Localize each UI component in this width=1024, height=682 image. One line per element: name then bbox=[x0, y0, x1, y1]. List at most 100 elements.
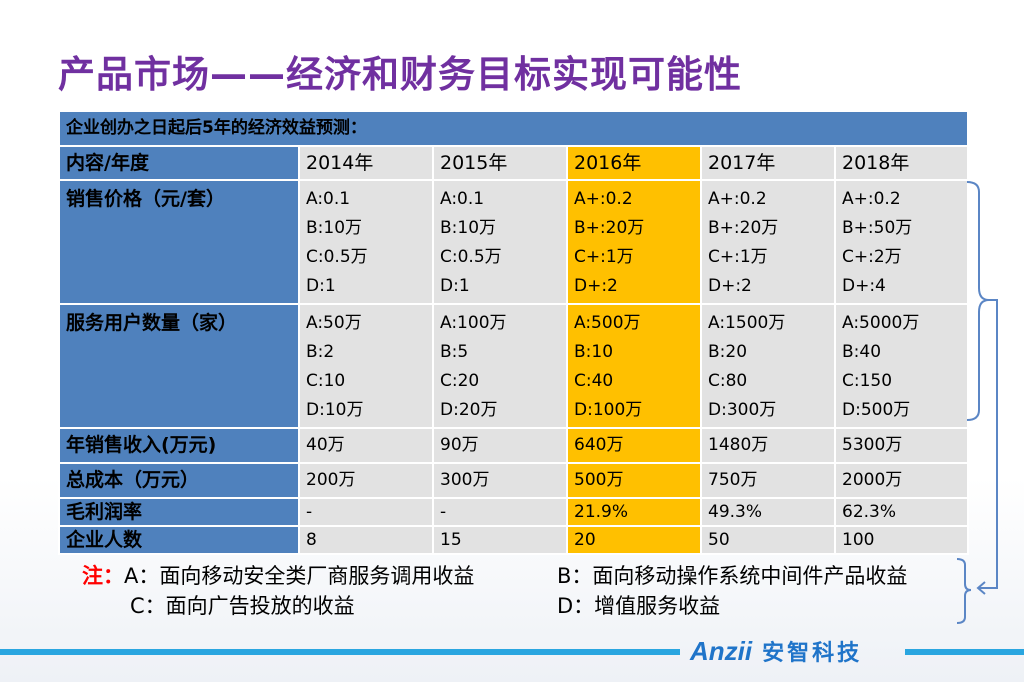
revenue-cell: 5300万 bbox=[833, 427, 970, 464]
year-cell: 2015年 bbox=[432, 145, 568, 181]
table-caption: 企业创办之日起后5年的经济效益预测： bbox=[57, 110, 970, 147]
price-line: B+:50万 bbox=[842, 218, 913, 238]
users-line: A:100万 bbox=[440, 313, 507, 333]
users-line: B:10 bbox=[574, 342, 614, 362]
row-label-revenue: 年销售收入(万元) bbox=[58, 427, 300, 464]
cost-cell: 300万 bbox=[432, 462, 568, 499]
note-b: B：面向移动操作系统中间件产品收益 bbox=[557, 564, 908, 588]
price-line: C+:2万 bbox=[842, 247, 902, 267]
users-line: C:20 bbox=[440, 371, 480, 391]
footer-bar-left bbox=[0, 649, 680, 655]
curly-brace-icon bbox=[966, 181, 998, 595]
users-line: D:500万 bbox=[842, 400, 911, 420]
price-line: B:10万 bbox=[306, 218, 363, 238]
price-cell: A+:0.2 B+:50万 C+:2万 D+:4 bbox=[833, 179, 970, 305]
users-line: D:300万 bbox=[708, 400, 777, 420]
users-cell-highlighted: A:500万 B:10 C:40 D:100万 bbox=[566, 303, 702, 429]
users-line: A:50万 bbox=[306, 313, 362, 333]
table-caption-row: 企业创办之日起后5年的经济效益预测： bbox=[57, 110, 970, 147]
brand-logo: Anzii 安智科技 bbox=[690, 635, 862, 667]
users-line: B:2 bbox=[306, 342, 335, 362]
table-row-revenue: 年销售收入(万元) 40万 90万 640万 1480万 5300万 bbox=[58, 427, 970, 464]
users-cell: A:50万 B:2 C:10 D:10万 bbox=[298, 303, 434, 429]
row-label-price: 销售价格（元/套） bbox=[58, 179, 300, 305]
row-label-gross-margin: 毛利润率 bbox=[58, 497, 300, 527]
price-line: D:1 bbox=[306, 276, 336, 296]
notes-brace-icon bbox=[956, 558, 972, 624]
gross-margin-cell-highlighted: 21.9% bbox=[566, 497, 702, 527]
note-a: A：面向移动安全类厂商服务调用收益 bbox=[124, 564, 475, 588]
year-cell: 2018年 bbox=[833, 145, 970, 181]
users-line: D:10万 bbox=[306, 400, 364, 420]
cost-cell: 200万 bbox=[298, 462, 434, 499]
price-line: D:1 bbox=[440, 276, 470, 296]
users-cell: A:5000万 B:40 C:150 D:500万 bbox=[833, 303, 970, 429]
users-cell: A:1500万 B:20 C:80 D:300万 bbox=[700, 303, 836, 429]
headcount-cell: 50 bbox=[700, 525, 836, 555]
notes-section: 注：A：面向移动安全类厂商服务调用收益 B：面向移动操作系统中间件产品收益 C：… bbox=[82, 560, 907, 620]
price-line: A+:0.2 bbox=[708, 189, 767, 209]
price-line: B+:20万 bbox=[574, 218, 645, 238]
users-cell: A:100万 B:5 C:20 D:20万 bbox=[432, 303, 568, 429]
headcount-cell: 100 bbox=[833, 525, 970, 555]
price-line: D+:2 bbox=[708, 276, 752, 296]
price-line: A:0.1 bbox=[306, 189, 351, 209]
cost-cell: 2000万 bbox=[833, 462, 970, 499]
price-cell: A:0.1 B:10万 C:0.5万 D:1 bbox=[432, 179, 568, 305]
year-cell: 2017年 bbox=[700, 145, 836, 181]
users-line: D:20万 bbox=[440, 400, 498, 420]
gross-margin-cell: - bbox=[298, 497, 434, 527]
headcount-cell: 8 bbox=[298, 525, 434, 555]
price-line: D+:2 bbox=[574, 276, 618, 296]
price-line: A:0.1 bbox=[440, 189, 485, 209]
notes-label: 注： bbox=[82, 564, 124, 588]
year-cell: 2014年 bbox=[298, 145, 434, 181]
gross-margin-cell: 49.3% bbox=[700, 497, 836, 527]
users-line: B:5 bbox=[440, 342, 469, 362]
price-line: C:0.5万 bbox=[306, 247, 368, 267]
price-line: A+:0.2 bbox=[842, 189, 901, 209]
headcount-cell-highlighted: 20 bbox=[566, 525, 702, 555]
price-line: C:0.5万 bbox=[440, 247, 502, 267]
users-line: C:150 bbox=[842, 371, 893, 391]
users-line: C:10 bbox=[306, 371, 346, 391]
footer-bar bbox=[0, 649, 1024, 655]
table-row-gross-margin: 毛利润率 - - 21.9% 49.3% 62.3% bbox=[58, 497, 970, 527]
notes-row: 注：A：面向移动安全类厂商服务调用收益 B：面向移动操作系统中间件产品收益 bbox=[82, 560, 907, 590]
users-line: B:40 bbox=[842, 342, 882, 362]
revenue-cell: 90万 bbox=[432, 427, 568, 464]
footer-bar-right bbox=[905, 649, 1024, 655]
forecast-table: 企业创办之日起后5年的经济效益预测： 内容/年度 2014年 2015年 201… bbox=[57, 110, 970, 555]
revenue-cell-highlighted: 640万 bbox=[566, 427, 702, 464]
table-row-headcount: 企业人数 8 15 20 50 100 bbox=[58, 525, 970, 555]
header-label: 内容/年度 bbox=[58, 145, 300, 181]
note-c: C：面向广告投放的收益 bbox=[130, 594, 355, 618]
price-cell: A+:0.2 B+:20万 C+:1万 D+:2 bbox=[700, 179, 836, 305]
users-line: D:100万 bbox=[574, 400, 643, 420]
table-row-price: 销售价格（元/套） A:0.1 B:10万 C:0.5万 D:1 A:0.1 B… bbox=[58, 179, 970, 305]
price-line: C+:1万 bbox=[574, 247, 634, 267]
forecast-table-container: 企业创办之日起后5年的经济效益预测： 内容/年度 2014年 2015年 201… bbox=[57, 110, 970, 555]
revenue-cell: 40万 bbox=[298, 427, 434, 464]
table-header-row: 内容/年度 2014年 2015年 2016年 2017年 2018年 bbox=[58, 145, 970, 181]
gross-margin-cell: 62.3% bbox=[833, 497, 970, 527]
price-line: C+:1万 bbox=[708, 247, 768, 267]
price-cell-highlighted: A+:0.2 B+:20万 C+:1万 D+:2 bbox=[566, 179, 702, 305]
cost-cell: 750万 bbox=[700, 462, 836, 499]
price-line: A+:0.2 bbox=[574, 189, 633, 209]
revenue-cell: 1480万 bbox=[700, 427, 836, 464]
logo-text-en: Anzii bbox=[690, 636, 753, 666]
users-line: C:80 bbox=[708, 371, 748, 391]
cost-cell-highlighted: 500万 bbox=[566, 462, 702, 499]
logo-text-cn: 安智科技 bbox=[762, 640, 863, 666]
table-row-users: 服务用户数量（家） A:50万 B:2 C:10 D:10万 A:100万 B:… bbox=[58, 303, 970, 429]
row-label-cost: 总成本（万元） bbox=[58, 462, 300, 499]
table-row-cost: 总成本（万元） 200万 300万 500万 750万 2000万 bbox=[58, 462, 970, 499]
notes-row: C：面向广告投放的收益 D：增值服务收益 bbox=[82, 590, 720, 620]
price-line: B+:20万 bbox=[708, 218, 779, 238]
row-label-headcount: 企业人数 bbox=[58, 525, 300, 555]
gross-margin-cell: - bbox=[432, 497, 568, 527]
users-line: C:40 bbox=[574, 371, 614, 391]
note-d: D：增值服务收益 bbox=[557, 594, 721, 618]
users-line: A:500万 bbox=[574, 313, 641, 333]
